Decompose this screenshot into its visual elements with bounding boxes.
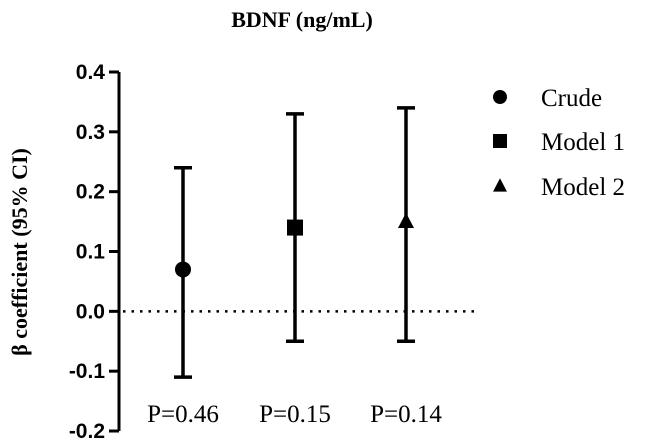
- y-tick-label: 0.2: [76, 181, 105, 204]
- y-tick-label: 0.0: [76, 300, 105, 323]
- p-value-label: P=0.15: [259, 401, 331, 428]
- y-tick-label: -0.2: [69, 420, 105, 442]
- y-axis-ticks: -0.2 -0.1 0.0 0.1 0.2 0.3 0.4: [69, 61, 119, 442]
- point-marker-circle: [175, 261, 191, 277]
- point-marker-triangle: [398, 213, 414, 228]
- legend-label: Model 2: [541, 174, 625, 201]
- legend: Crude Model 1 Model 2: [493, 85, 625, 201]
- legend-marker-square: [493, 134, 507, 148]
- legend-marker-triangle: [493, 178, 507, 191]
- legend-marker-circle: [493, 90, 507, 104]
- chart-title: BDNF (ng/mL): [231, 7, 373, 32]
- error-bars: [174, 108, 415, 377]
- y-tick-label: -0.1: [69, 360, 106, 383]
- p-value-label: P=0.14: [370, 401, 442, 428]
- y-axis-label: β coefficient (95% CI): [7, 148, 32, 356]
- y-tick-label: 0.1: [76, 241, 106, 264]
- point-marker-square: [287, 220, 303, 236]
- y-tick-label: 0.3: [76, 121, 105, 144]
- legend-label: Model 1: [541, 129, 625, 156]
- p-value-labels: P=0.46 P=0.15 P=0.14: [147, 401, 442, 428]
- y-tick-label: 0.4: [76, 61, 106, 84]
- legend-label: Crude: [541, 85, 602, 112]
- p-value-label: P=0.46: [147, 401, 219, 428]
